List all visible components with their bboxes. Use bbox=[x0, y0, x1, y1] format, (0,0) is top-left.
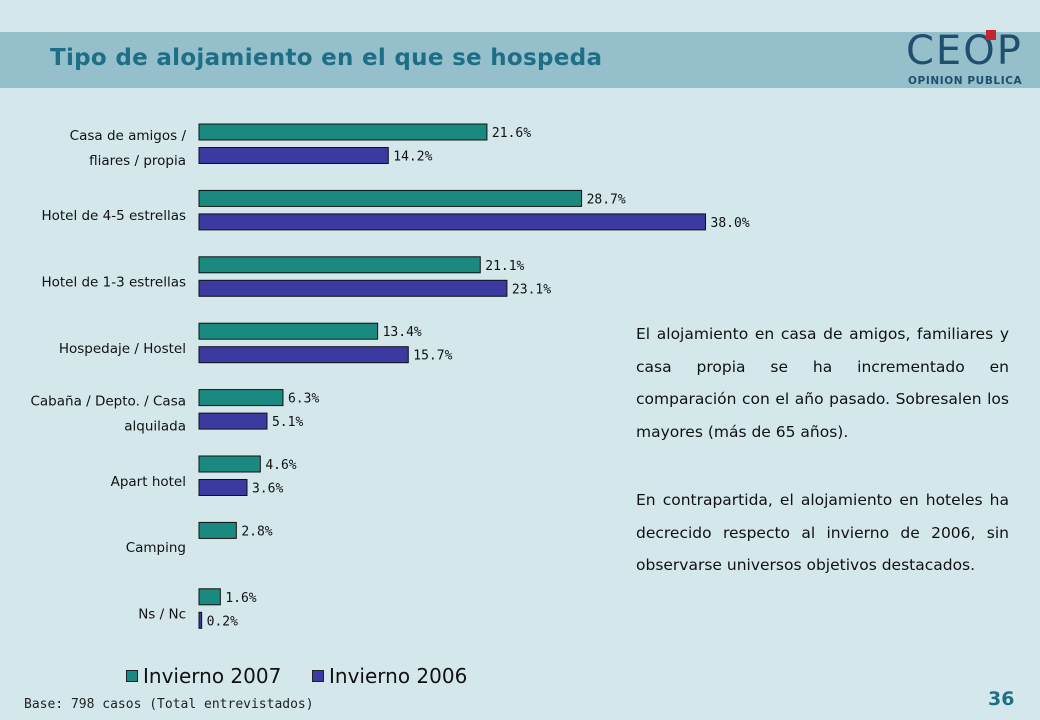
category-label: Hotel de 1-3 estrellas bbox=[41, 275, 186, 291]
bar-2007 bbox=[198, 189, 583, 207]
base-note: Base: 798 casos (Total entrevistados) bbox=[24, 697, 314, 712]
legend-swatch-2007 bbox=[126, 670, 138, 682]
bar-2007 bbox=[198, 588, 221, 606]
data-label: 6.3% bbox=[288, 392, 319, 407]
category-label: Camping bbox=[126, 540, 186, 556]
category-label: Apart hotel bbox=[111, 474, 186, 490]
data-label: 5.1% bbox=[272, 415, 303, 430]
bar-2006 bbox=[198, 611, 203, 629]
legend-label-2006: Invierno 2006 bbox=[329, 664, 468, 688]
bar-2007 bbox=[198, 123, 488, 141]
bar-2007 bbox=[198, 389, 284, 407]
category-label: Cabaña / Depto. / Casa bbox=[30, 393, 186, 409]
logo-main-text: CEOP bbox=[906, 28, 1023, 74]
bar-2007 bbox=[198, 455, 261, 473]
bar-2007 bbox=[198, 322, 379, 340]
commentary-paragraph-1: El alojamiento en casa de amigos, famili… bbox=[636, 325, 1009, 441]
category-label: Casa de amigos / bbox=[70, 128, 187, 144]
header-bar bbox=[0, 32, 1040, 88]
page-title: Tipo de alojamiento en el que se hospeda bbox=[50, 45, 603, 71]
data-label: 23.1% bbox=[512, 282, 551, 297]
category-label: fliares / propia bbox=[89, 153, 186, 169]
legend-item-2007: Invierno 2007 bbox=[126, 664, 281, 688]
data-label: 3.6% bbox=[252, 482, 283, 497]
data-label: 21.6% bbox=[492, 126, 531, 141]
data-label: 38.0% bbox=[711, 216, 750, 231]
category-label: alquilada bbox=[124, 418, 186, 434]
category-label: Hospedaje / Hostel bbox=[59, 341, 186, 357]
legend-label-2007: Invierno 2007 bbox=[143, 664, 282, 688]
data-label: 1.6% bbox=[225, 591, 256, 606]
page-number: 36 bbox=[988, 688, 1015, 710]
data-label: 13.4% bbox=[383, 325, 422, 340]
data-label: 2.8% bbox=[241, 524, 272, 539]
bar-2006 bbox=[198, 213, 707, 231]
data-label: 14.2% bbox=[393, 150, 432, 165]
bar-2007 bbox=[198, 256, 481, 274]
ceop-logo: CEOP OPINION PUBLICA bbox=[906, 28, 1034, 90]
logo-accent-mark bbox=[986, 30, 996, 40]
data-label: 4.6% bbox=[265, 458, 296, 473]
bar-2007 bbox=[198, 521, 237, 539]
bar-2006 bbox=[198, 346, 409, 364]
category-label: Ns / Nc bbox=[138, 607, 186, 623]
legend-item-2006: Invierno 2006 bbox=[312, 664, 467, 688]
data-label: 28.7% bbox=[587, 192, 626, 207]
legend-swatch-2006 bbox=[312, 670, 324, 682]
logo-sub-text: OPINION PUBLICA bbox=[908, 75, 1023, 87]
data-label: 15.7% bbox=[413, 349, 452, 364]
category-label: Hotel de 4-5 estrellas bbox=[41, 208, 186, 224]
commentary-paragraph-2: En contrapartida, el alojamiento en hote… bbox=[636, 491, 1009, 575]
data-label: 0.2% bbox=[207, 614, 238, 629]
bar-2006 bbox=[198, 147, 389, 164]
bar-2006 bbox=[198, 479, 248, 496]
bar-2006 bbox=[198, 412, 268, 430]
bar-2006 bbox=[198, 279, 508, 297]
data-label: 21.1% bbox=[485, 259, 524, 274]
